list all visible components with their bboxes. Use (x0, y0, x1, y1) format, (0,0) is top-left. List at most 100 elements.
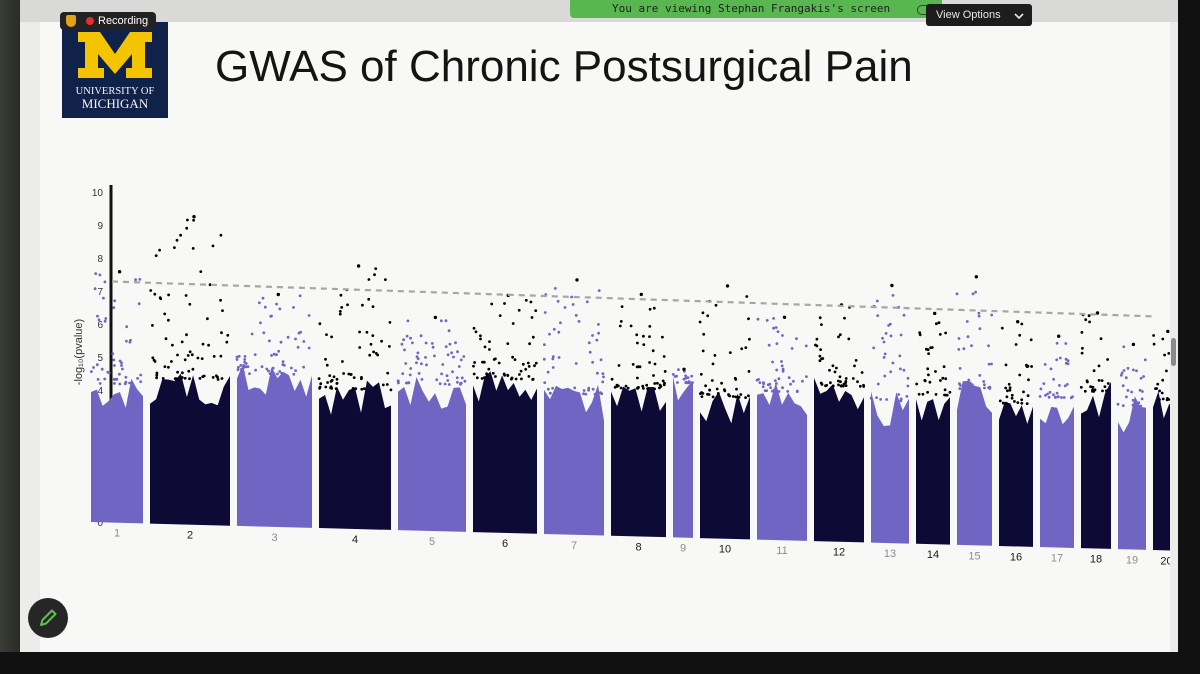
snp-point (1081, 346, 1084, 350)
snp-point (435, 378, 439, 382)
snp-point (1119, 373, 1123, 377)
snp-point (577, 320, 581, 323)
y-axis-label: -log₁₀(pvalue) (73, 319, 85, 385)
snp-point (1158, 389, 1161, 393)
snp-point (388, 345, 391, 348)
snp-point (582, 389, 586, 392)
snp-point (155, 373, 159, 377)
snp-point (720, 381, 723, 385)
snp-point (152, 358, 156, 362)
snp-point (1141, 390, 1144, 393)
snp-point (551, 357, 555, 361)
snp-point (341, 360, 344, 363)
snp-point (462, 355, 466, 358)
chromosome-18-snps (1081, 381, 1111, 549)
snp-point (526, 361, 530, 365)
snp-point (380, 339, 383, 343)
snp-point (272, 352, 276, 356)
snp-point (367, 278, 371, 281)
x-tick-label: 16 (1010, 551, 1022, 563)
snp-point (942, 365, 946, 368)
snp-point (420, 378, 424, 381)
snp-point (113, 299, 117, 303)
snp-point (307, 314, 311, 317)
snp-point (551, 366, 555, 369)
x-tick-label: 15 (968, 550, 980, 562)
snp-point (367, 297, 371, 301)
snp-point (444, 345, 448, 348)
view-options-button[interactable]: View Options (926, 4, 1032, 26)
snp-point (163, 312, 167, 316)
snp-point (485, 376, 489, 380)
snp-point (902, 368, 906, 372)
snp-point (514, 377, 518, 381)
lead-snp-point (974, 275, 978, 279)
snp-point (1002, 401, 1005, 405)
snp-point (1124, 376, 1128, 380)
snp-point (94, 272, 98, 275)
snp-point (574, 314, 578, 317)
snp-point (987, 344, 990, 348)
snp-point (883, 374, 887, 378)
snp-point (1131, 398, 1135, 402)
snp-point (1137, 401, 1141, 405)
snp-point (188, 350, 192, 354)
snp-point (711, 395, 715, 399)
snp-point (927, 352, 930, 355)
snp-point (1125, 395, 1128, 399)
snp-point (559, 321, 562, 325)
snp-point (1047, 395, 1051, 399)
snp-point (118, 382, 122, 386)
snp-point (885, 398, 888, 401)
annotate-button[interactable] (28, 598, 68, 638)
scrollbar-handle[interactable] (1171, 338, 1176, 366)
snp-point (941, 376, 945, 380)
snp-point (1167, 352, 1170, 355)
snp-point (818, 359, 822, 363)
snp-point (425, 363, 428, 367)
snp-point (682, 377, 686, 381)
snp-point (330, 335, 333, 339)
snp-point (106, 370, 110, 374)
chromosome-11-snps (757, 382, 807, 541)
snp-point (440, 372, 443, 376)
recording-indicator[interactable]: Recording (60, 12, 157, 30)
snp-point (656, 381, 659, 385)
snp-point (1064, 342, 1068, 345)
snp-point (411, 341, 414, 345)
snp-point (381, 383, 385, 387)
snp-point (188, 302, 192, 306)
snp-point (701, 349, 705, 353)
snp-point (424, 341, 428, 345)
snp-point (225, 340, 229, 344)
snp-point (352, 376, 356, 379)
snp-point (374, 385, 378, 389)
snp-point (1054, 395, 1057, 399)
snp-point (642, 387, 645, 390)
snp-point (1099, 337, 1103, 341)
snp-point (438, 382, 442, 386)
lead-snp-point (682, 367, 686, 371)
snp-point (944, 377, 948, 381)
snp-point (374, 267, 378, 270)
snp-point (781, 367, 785, 371)
snp-point (775, 382, 778, 385)
snp-point (1106, 358, 1109, 361)
logo-line-1: UNIVERSITY OF (75, 86, 155, 97)
snp-point (448, 342, 452, 346)
snp-point (548, 391, 552, 395)
snp-point (772, 326, 775, 330)
snp-point (254, 368, 257, 372)
snp-point (373, 273, 376, 277)
snp-point (597, 331, 600, 335)
x-tick-label: 12 (833, 547, 845, 559)
snp-point (171, 343, 174, 347)
snp-point (298, 294, 302, 298)
snp-point (1048, 390, 1052, 394)
snp-point (1044, 393, 1047, 397)
snp-point (1126, 389, 1130, 392)
chromosome-6-snps (473, 371, 537, 534)
snp-point (533, 364, 536, 368)
snp-point (818, 316, 822, 320)
snp-point (937, 321, 941, 325)
